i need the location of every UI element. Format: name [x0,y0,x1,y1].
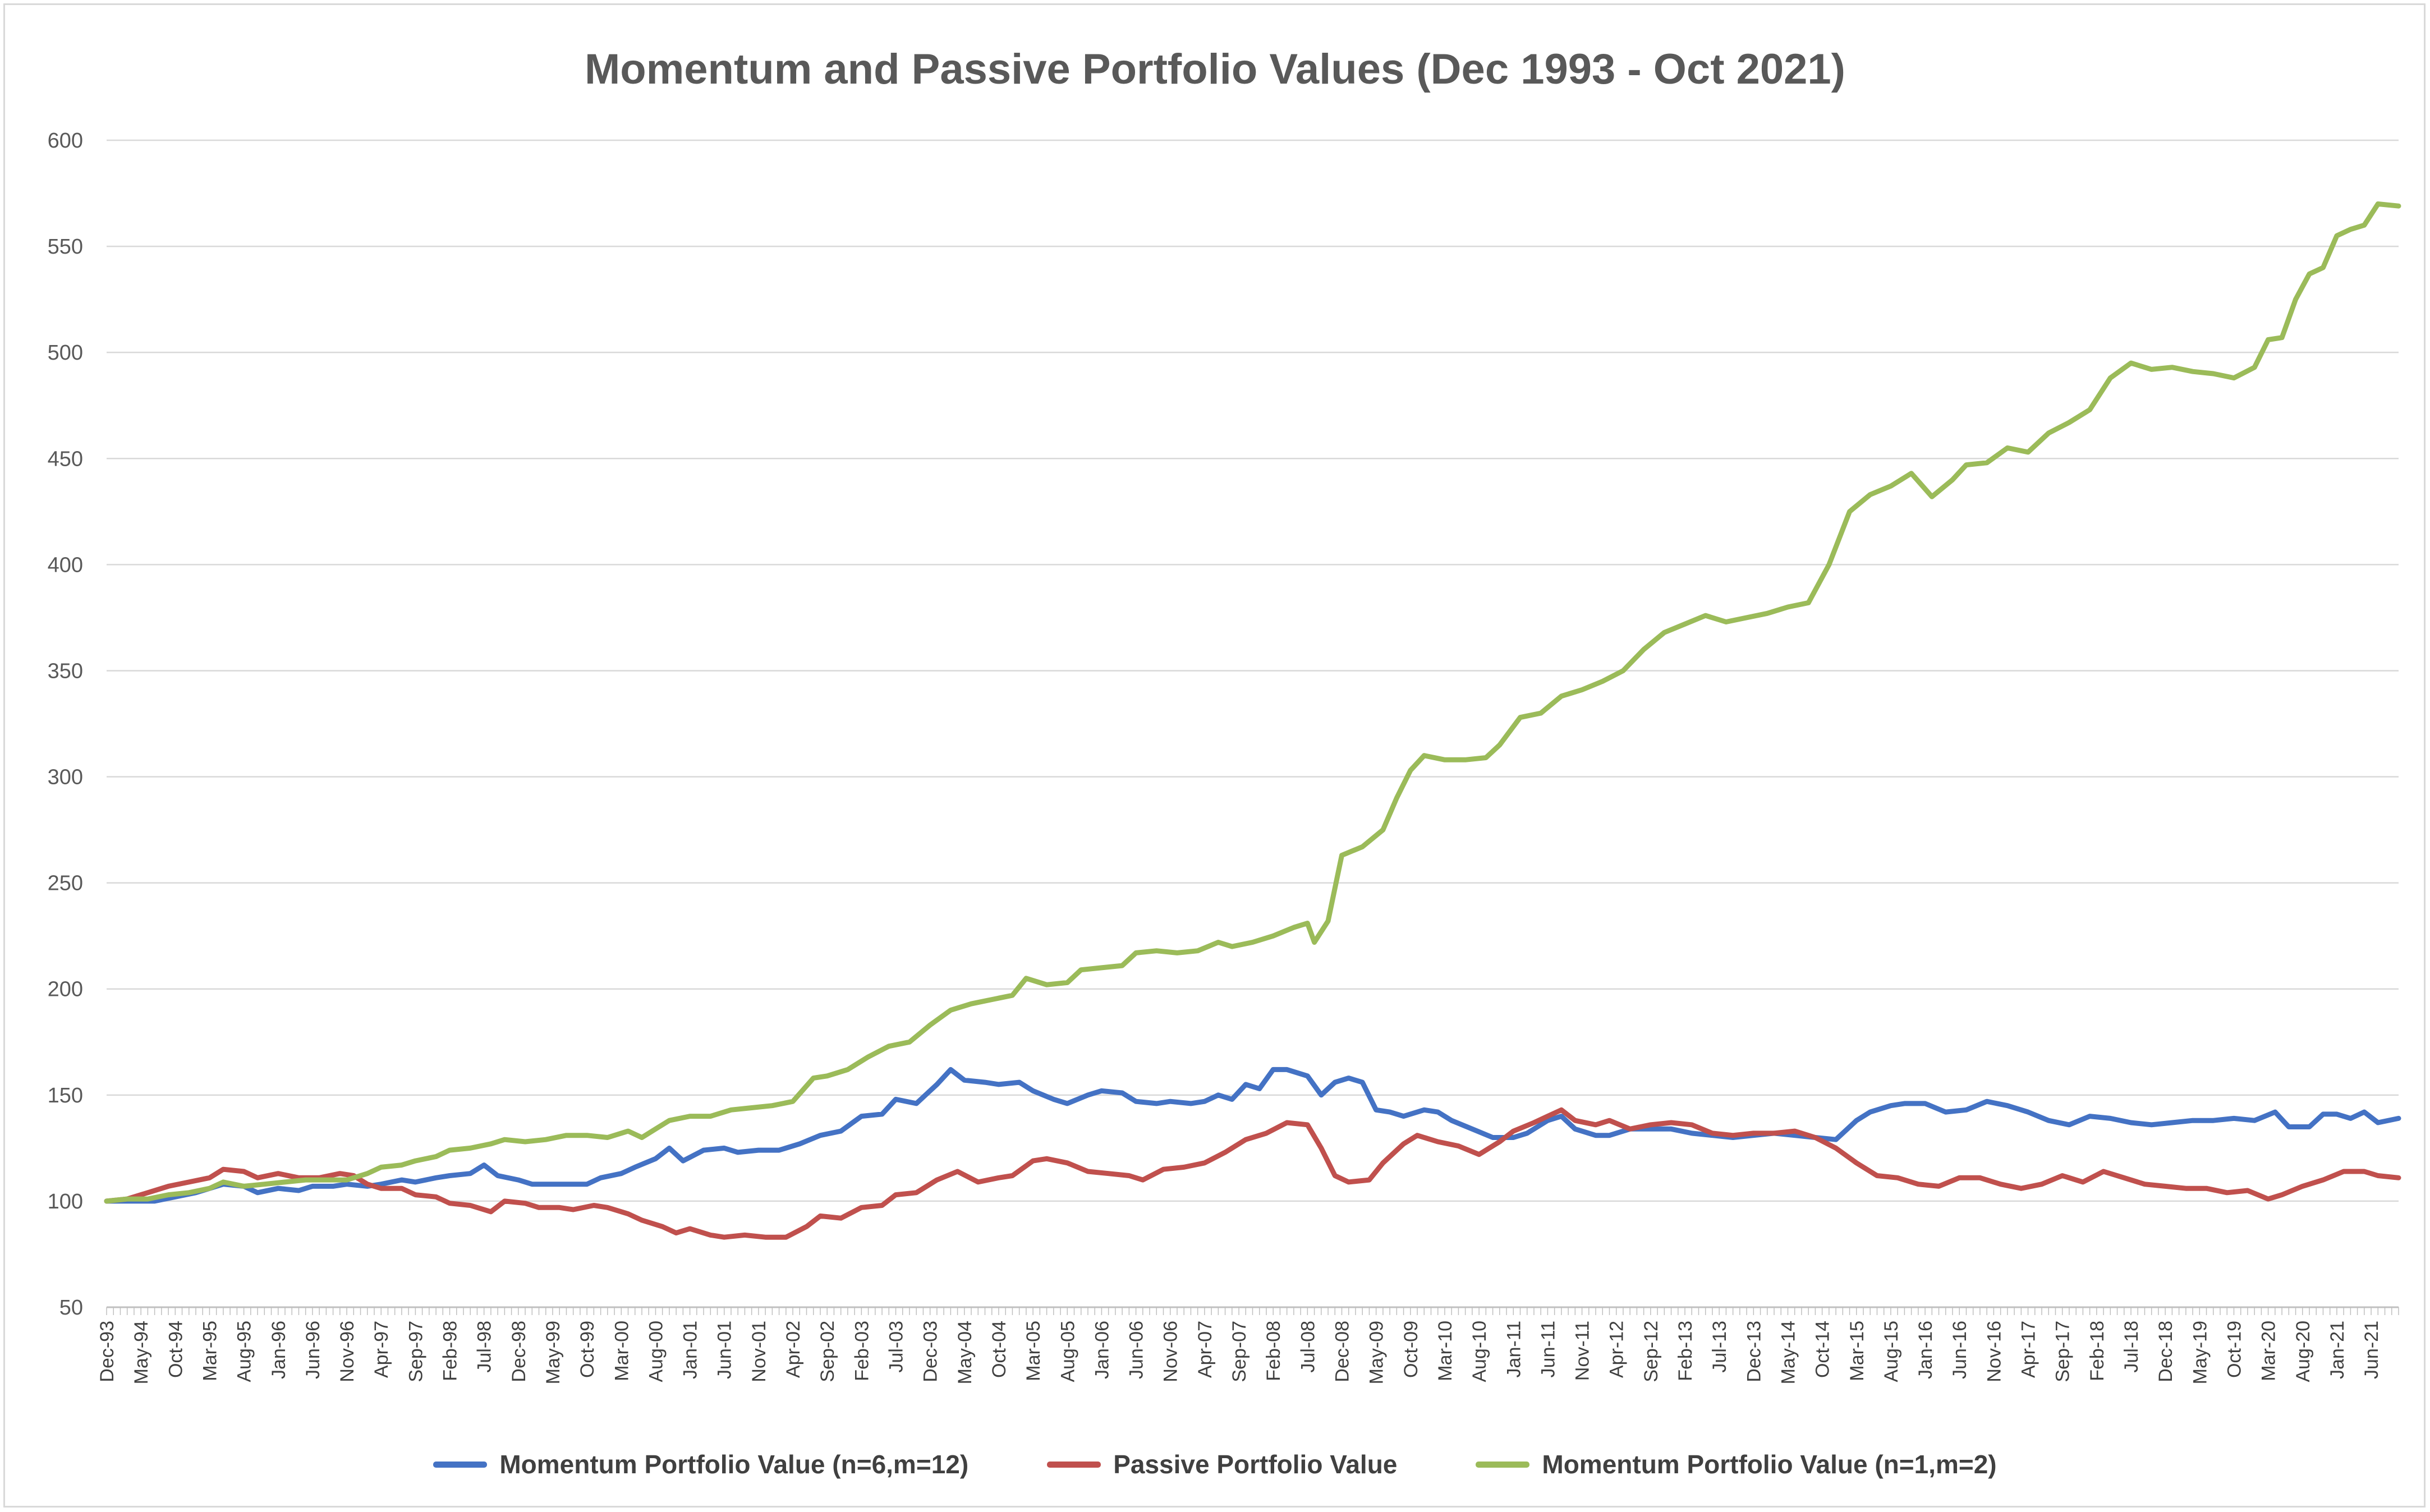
y-tick-label: 100 [48,1190,83,1214]
legend-item-momentum-6-12: Momentum Portfolio Value (n=6,m=12) [433,1449,968,1479]
x-tick-label: Apr-02 [783,1321,804,1378]
x-tick-label: Mar-10 [1435,1321,1456,1381]
x-tick-label: Jan-11 [1503,1321,1524,1377]
y-tick-label: 200 [48,978,83,1001]
x-tick-label: Apr-17 [2018,1321,2039,1378]
x-tick-label: Jan-01 [680,1321,701,1379]
x-tick-label: May-94 [131,1321,152,1384]
y-tick-label: 450 [48,447,83,471]
x-tick-label: Apr-12 [1606,1321,1628,1378]
x-tick-label: Jul-18 [2121,1321,2142,1373]
x-tick-label: Dec-03 [920,1321,941,1382]
x-tick-label: Jan-96 [268,1321,290,1379]
series-lines [104,201,2401,1240]
y-tick-label: 350 [48,659,83,683]
x-tick-label: Nov-11 [1572,1321,1593,1381]
chart-title: Momentum and Passive Portfolio Values (D… [584,45,1845,93]
x-tick-label: Dec-93 [97,1321,118,1382]
x-tick-label: Sep-17 [2052,1321,2074,1382]
legend-label: Passive Portfolio Value [1113,1450,1398,1479]
x-tick-label: Aug-20 [2293,1321,2314,1382]
legend-item-momentum-1-2: Momentum Portfolio Value (n=1,m=2) [1476,1449,1997,1479]
x-tick-label: Nov-06 [1160,1321,1182,1382]
x-tick-label: Nov-96 [337,1321,358,1382]
x-tick-label: Jul-13 [1709,1321,1730,1373]
x-tick-label: Mar-15 [1846,1321,1868,1381]
x-tick-label: Aug-15 [1881,1321,1902,1382]
x-tick-label: Jun-11 [1537,1321,1559,1377]
x-tick-label: Mar-20 [2258,1321,2280,1381]
y-tick-label: 50 [59,1296,83,1320]
y-tick-label: 400 [48,553,83,577]
x-tick-label: Oct-09 [1400,1321,1422,1378]
x-tick-label: Mar-95 [199,1321,221,1381]
x-tick-label: Apr-07 [1195,1321,1216,1378]
series-line-2 [104,201,2401,1204]
legend-label: Momentum Portfolio Value (n=6,m=12) [499,1450,969,1479]
chart-frame [3,3,2426,1508]
y-tick-label: 150 [48,1084,83,1107]
x-tick-label: Sep-97 [405,1321,426,1382]
series-line-0 [104,1067,2401,1204]
x-tick-label: Jul-98 [474,1321,495,1373]
x-tick-label: Aug-05 [1057,1321,1078,1382]
x-tick-label: Dec-13 [1743,1321,1765,1382]
x-tick-label: Feb-98 [440,1321,461,1381]
x-tick-label: Oct-99 [577,1321,598,1378]
y-tick-label: 250 [48,872,83,895]
x-tick-label: Oct-94 [165,1321,186,1378]
x-tick-label: Feb-08 [1263,1321,1284,1381]
x-tick-label: Jan-06 [1091,1321,1113,1379]
x-tick-label: Jun-06 [1126,1321,1147,1379]
x-tick-label: Dec-18 [2155,1321,2176,1382]
series-line-1 [104,1107,2401,1240]
x-tick-label: May-14 [1777,1321,1799,1384]
x-tick-label: Sep-02 [817,1321,838,1382]
x-tick-label: Aug-95 [234,1321,255,1382]
legend: Momentum Portfolio Value (n=6,m=12) Pass… [0,1442,2430,1487]
x-tick-label: Jun-01 [714,1321,736,1379]
x-tick-label: Feb-03 [851,1321,872,1381]
x-tick-label: Dec-98 [508,1321,530,1382]
x-tick-label: Feb-13 [1675,1321,1696,1381]
legend-swatch-green [1476,1461,1530,1468]
x-tick-label: Mar-05 [1023,1321,1044,1381]
x-tick-label: Jun-96 [302,1321,324,1379]
x-tick-label: Jun-21 [2361,1321,2382,1379]
x-axis: Dec-93 May-94 Oct-94 Mar-95 Aug-95 Jan-96 Jun-… [97,1306,2399,1384]
x-tick-label: Aug-00 [645,1321,667,1382]
x-tick-label: Oct-04 [989,1321,1010,1378]
y-tick-label: 550 [48,235,83,259]
x-tick-label: Nov-16 [1983,1321,2005,1382]
x-tick-label: Oct-19 [2224,1321,2245,1378]
x-tick-label: Feb-18 [2087,1321,2108,1381]
legend-item-passive: Passive Portfolio Value [1047,1449,1397,1479]
y-tick-label: 300 [48,766,83,789]
x-tick-label: Oct-14 [1812,1321,1834,1378]
x-tick-label: Jun-16 [1949,1321,1970,1379]
x-tick-label: May-09 [1366,1321,1388,1384]
legend-label: Momentum Portfolio Value (n=1,m=2) [1542,1450,1997,1479]
x-tick-label: Jul-08 [1297,1321,1319,1373]
x-tick-label: Mar-00 [611,1321,632,1381]
gridlines [107,139,2399,1202]
y-tick-label: 500 [48,341,83,365]
x-tick-label: May-04 [954,1321,976,1384]
x-tick-label: Aug-10 [1469,1321,1490,1382]
x-tick-label: Dec-08 [1331,1321,1353,1382]
x-tick-label: May-99 [543,1321,564,1384]
x-tick-label: Apr-97 [371,1321,392,1378]
x-tick-label: Sep-12 [1641,1321,1662,1382]
x-tick-label: Sep-07 [1229,1321,1250,1382]
x-tick-label: Jan-16 [1915,1321,1936,1379]
x-tick-label: May-19 [2189,1321,2211,1384]
x-tick-label: Nov-01 [748,1321,770,1382]
legend-swatch-blue [433,1461,488,1468]
y-tick-label: 600 [48,129,83,153]
x-tick-label: Jan-21 [2327,1321,2348,1379]
legend-swatch-red [1047,1461,1101,1468]
x-tick-label: Jul-03 [886,1321,907,1373]
y-axis-tick-labels: 50 100 150 200 250 300 350 400 450 500 550 600 [48,129,83,1320]
